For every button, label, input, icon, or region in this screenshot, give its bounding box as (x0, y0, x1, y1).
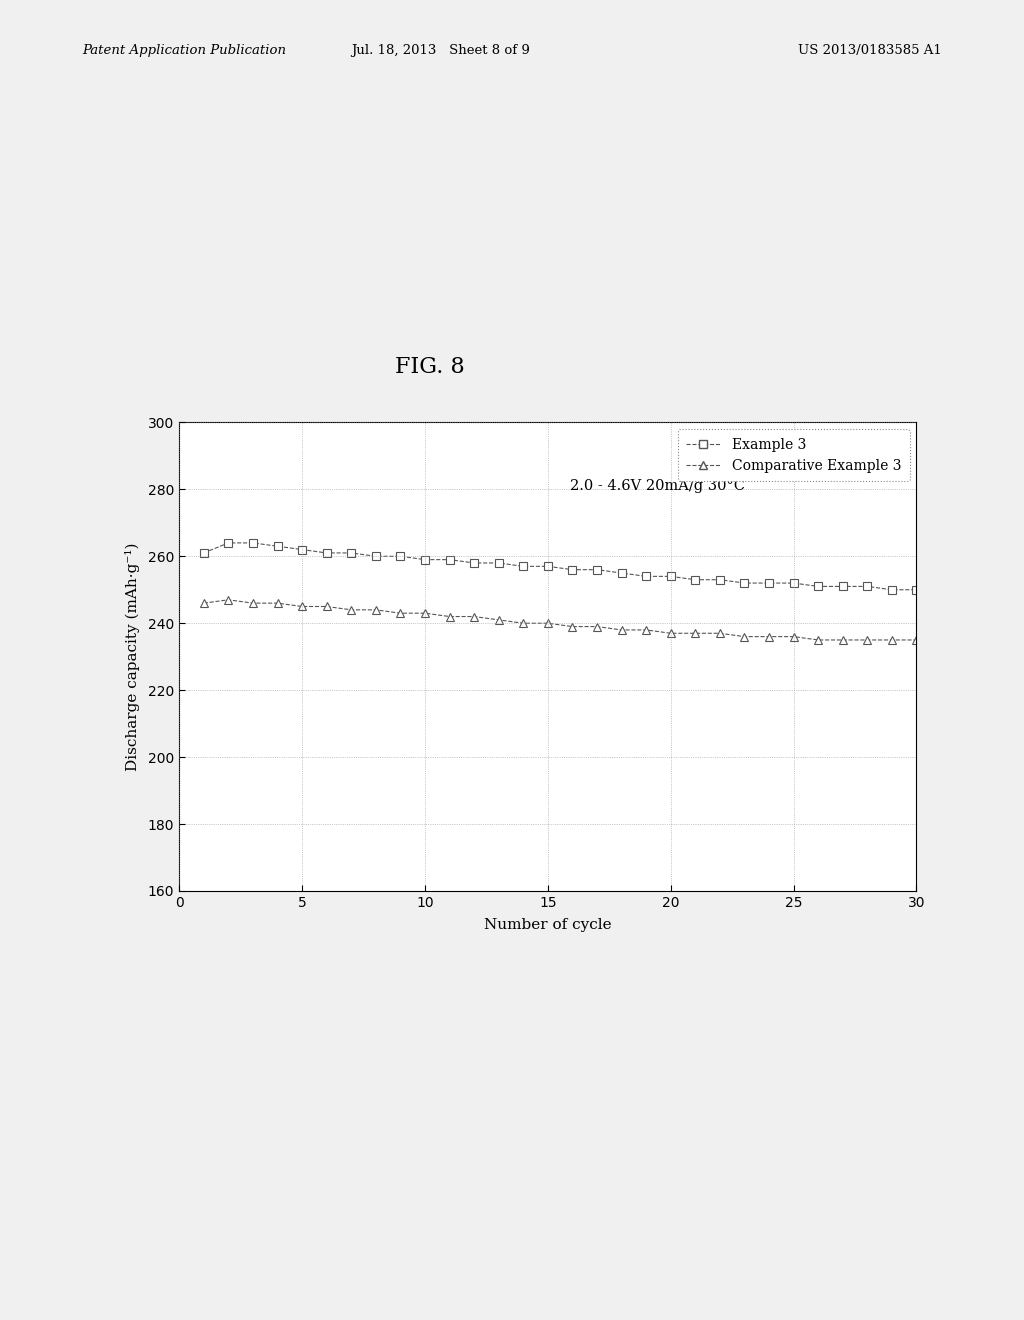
Text: Jul. 18, 2013   Sheet 8 of 9: Jul. 18, 2013 Sheet 8 of 9 (351, 44, 529, 57)
Y-axis label: Discharge capacity (mAh·g⁻¹): Discharge capacity (mAh·g⁻¹) (125, 543, 139, 771)
Text: FIG. 8: FIG. 8 (395, 356, 465, 378)
X-axis label: Number of cycle: Number of cycle (484, 919, 611, 932)
Text: Patent Application Publication: Patent Application Publication (82, 44, 286, 57)
Text: 2.0 - 4.6V 20mA/g 30°C: 2.0 - 4.6V 20mA/g 30°C (570, 479, 744, 492)
Text: US 2013/0183585 A1: US 2013/0183585 A1 (799, 44, 942, 57)
Legend: Example 3, Comparative Example 3: Example 3, Comparative Example 3 (678, 429, 909, 480)
